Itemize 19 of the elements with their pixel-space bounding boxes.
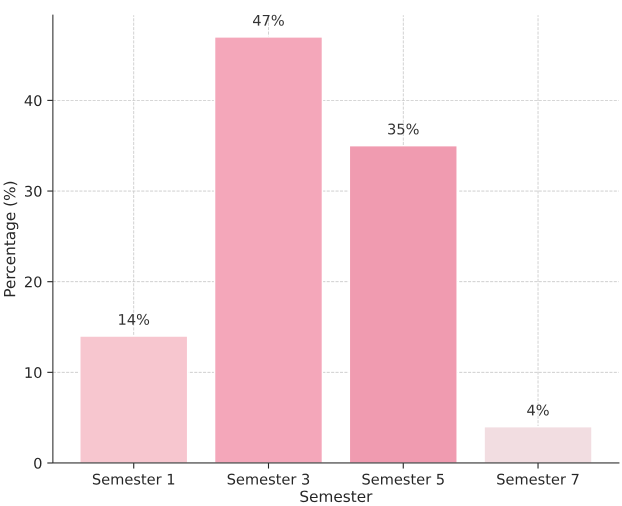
- x-tick-label: Semester 1: [92, 474, 174, 485]
- y-tick-label: 40: [24, 95, 42, 106]
- x-axis-title: Semester: [300, 490, 372, 502]
- y-tick-label: 10: [26, 367, 42, 378]
- y-tick-label: 20: [24, 276, 42, 288]
- x-tick-label: Semester 5: [362, 474, 444, 485]
- bar: [348, 145, 458, 463]
- bar: [79, 335, 188, 463]
- y-axis-title: Percentage (%): [4, 182, 18, 296]
- data-label: 4%: [527, 404, 549, 416]
- data-label: 47%: [253, 14, 284, 26]
- data-label: 35%: [388, 124, 419, 135]
- y-tick-label: 0: [34, 458, 42, 469]
- bar: [483, 426, 593, 463]
- x-tick-label: Semester 7: [497, 474, 579, 485]
- x-tick-label: Semester 3: [228, 474, 310, 485]
- bar: [214, 36, 324, 463]
- y-tick-label: 30: [25, 186, 42, 197]
- data-label: 14%: [119, 314, 150, 325]
